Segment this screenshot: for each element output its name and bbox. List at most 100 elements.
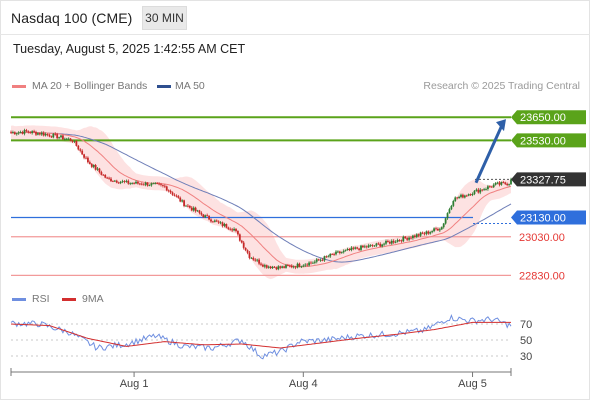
candle-body [60, 135, 62, 138]
candle-body [388, 241, 391, 244]
candle-body [358, 248, 360, 250]
candle-body [419, 232, 422, 236]
candle-body [442, 223, 445, 228]
candle-body [340, 252, 343, 254]
candle-body [54, 133, 57, 135]
candle-body [465, 195, 468, 197]
candle-body [115, 180, 118, 183]
candle-body [94, 164, 97, 170]
candle-body [181, 200, 184, 202]
candle-body [19, 132, 22, 133]
level-label-box [511, 110, 586, 125]
candle-body [121, 181, 124, 183]
candle-body [229, 228, 232, 230]
timestamp: Tuesday, August 5, 2025 1:42:55 AM CET [13, 42, 246, 56]
candle-body [58, 137, 60, 139]
candle-body [360, 245, 362, 250]
candle-body [162, 185, 164, 186]
candle-body [63, 138, 66, 140]
candle-body [129, 183, 132, 185]
candle-body [315, 259, 318, 262]
candle-body [160, 184, 162, 186]
candle-body [202, 214, 205, 218]
rsi-ma-line [10, 321, 511, 349]
legend-rsi: RSI [12, 293, 50, 305]
candle-body [481, 189, 484, 191]
candle-body [415, 234, 418, 237]
candle-body [77, 145, 80, 150]
candle-body [379, 243, 382, 247]
candle-body [425, 231, 428, 234]
candle-body [402, 236, 405, 242]
candle-body [133, 183, 135, 184]
legend-ma50: MA 50 [157, 80, 205, 92]
rsi-tick-label: 50 [520, 335, 532, 347]
level-label-box [511, 172, 586, 187]
support-label-text: 23030.00 [519, 232, 565, 244]
candle-body [290, 265, 293, 268]
candle-body [329, 253, 332, 257]
candle-body [508, 184, 510, 186]
candle-body [362, 245, 364, 248]
candle-body [283, 266, 285, 268]
candle-body [260, 263, 262, 265]
candle-body [273, 266, 276, 268]
rsi-tick-label: 30 [520, 351, 532, 363]
candle-body [142, 184, 145, 186]
candle-body [173, 194, 176, 196]
candle-body [140, 183, 143, 185]
candle-body [327, 256, 330, 258]
candle-body [163, 185, 166, 187]
level-label-text: 23327.75 [520, 174, 566, 186]
candle-body [117, 182, 120, 184]
candle-body [412, 235, 414, 239]
candle-body [398, 240, 401, 241]
candle-body [123, 181, 126, 183]
candle-body [298, 263, 301, 267]
candle-body [75, 140, 78, 146]
candle-body [12, 132, 14, 134]
candle-body [192, 207, 195, 211]
candle-body [98, 168, 101, 173]
candle-body [110, 178, 112, 182]
candle-body [313, 261, 316, 263]
candle-body [490, 186, 493, 188]
candle-body [150, 183, 153, 186]
candle-body [317, 259, 320, 261]
rsi-line [10, 313, 512, 360]
candle-body [225, 224, 228, 228]
candle-body [175, 195, 178, 197]
candle-body [469, 194, 472, 196]
candle-body [250, 257, 253, 259]
candle-body [10, 131, 12, 133]
candle-body [100, 172, 103, 175]
candle-body [17, 132, 20, 134]
candle-body [462, 194, 464, 198]
candle-body [325, 256, 328, 258]
instrument-title: Nasdaq 100 (CME) [11, 10, 133, 26]
candles-group [10, 128, 512, 271]
candle-body [281, 266, 284, 268]
candle-body [296, 263, 299, 268]
candle-body [148, 185, 151, 187]
candle-body [44, 134, 47, 136]
candle-body [48, 134, 51, 137]
ma20-label: MA 20 + Bollinger Bands [32, 80, 148, 92]
bollinger-band [11, 125, 511, 280]
rsi-ma-swatch [62, 298, 76, 301]
timeframe-button[interactable]: 30 MIN [142, 6, 187, 30]
candle-body [263, 265, 266, 267]
candle-body [275, 267, 278, 270]
candle-body [433, 228, 435, 232]
ma50-label: MA 50 [175, 80, 205, 92]
candle-body [267, 266, 270, 268]
candle-body [471, 194, 474, 196]
candle-body [396, 240, 399, 242]
candle-body [492, 184, 495, 188]
candle-body [15, 133, 18, 135]
candle-body [42, 132, 45, 136]
candle-body [227, 227, 230, 229]
candle-body [217, 221, 220, 223]
candle-body [219, 222, 222, 224]
ma50-swatch [157, 85, 171, 88]
